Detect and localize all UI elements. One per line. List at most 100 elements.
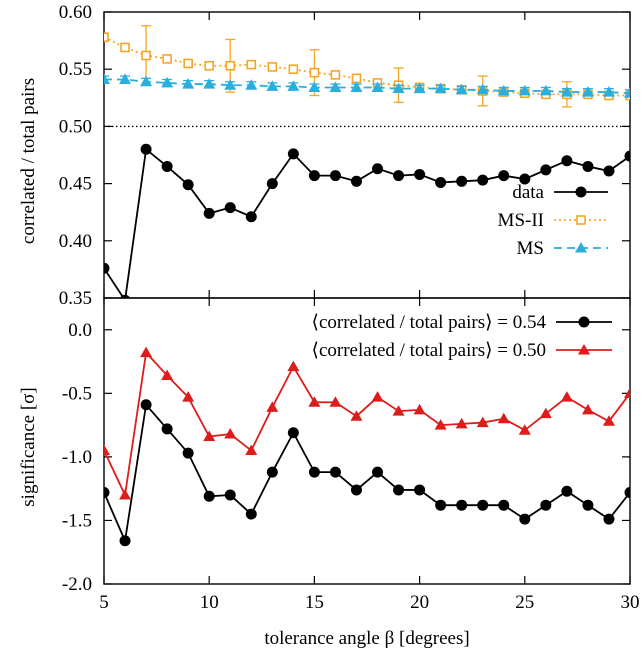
data-point xyxy=(287,360,300,372)
data-point xyxy=(582,160,594,172)
data-point xyxy=(287,80,300,91)
legend-marker xyxy=(575,242,587,253)
data-point xyxy=(104,262,110,274)
series-line xyxy=(104,147,630,298)
series-1 xyxy=(104,346,630,500)
plot-area xyxy=(104,25,630,298)
series-line xyxy=(104,350,630,499)
data-point xyxy=(497,412,510,424)
data-point xyxy=(624,387,630,398)
data-point xyxy=(204,60,214,71)
data-point xyxy=(624,150,630,162)
data-point xyxy=(392,405,405,416)
data-point xyxy=(329,396,342,407)
data-point xyxy=(141,50,151,61)
data-point xyxy=(245,79,258,90)
data-point xyxy=(413,403,426,415)
data-point xyxy=(245,211,257,223)
data-point xyxy=(203,207,215,219)
data-point xyxy=(104,486,110,498)
data-point xyxy=(224,202,236,214)
data-point xyxy=(602,86,615,97)
data-point xyxy=(288,64,299,74)
data-point xyxy=(245,508,257,520)
data-point xyxy=(119,535,131,547)
data-point xyxy=(602,415,615,426)
data-point xyxy=(455,83,468,95)
data-point xyxy=(455,417,468,429)
x-tick-label: 5 xyxy=(99,592,109,613)
data-point xyxy=(119,489,132,500)
y-tick-label: 0.45 xyxy=(59,174,92,195)
data-point xyxy=(477,499,489,511)
data-point xyxy=(140,399,152,411)
data-point xyxy=(518,84,531,96)
y-tick-label: 0.35 xyxy=(59,288,92,309)
data-point xyxy=(434,419,447,430)
x-tick-label: 25 xyxy=(515,592,534,613)
data-point xyxy=(413,82,426,94)
data-point xyxy=(104,32,109,42)
legend-label: MS-II xyxy=(498,210,544,231)
data-point xyxy=(582,499,594,511)
data-point xyxy=(203,490,215,502)
bottom-panel: -2.0 -1.5 -1.0 -0.5 0.0 5 10 15 20 25 30 significan… xyxy=(18,297,640,613)
data-point xyxy=(350,484,362,496)
data-point xyxy=(267,62,278,72)
data-point xyxy=(266,401,279,412)
data-point xyxy=(518,424,531,435)
x-axis-label: tolerance angle β [degrees] xyxy=(264,628,469,649)
data-point xyxy=(539,407,552,419)
y-tick-label: -1.0 xyxy=(62,447,92,468)
data-point xyxy=(182,391,195,402)
data-point xyxy=(161,76,174,88)
legend-label: ⟨correlated / total pairs⟩ = 0.54 xyxy=(312,312,547,333)
data-point xyxy=(183,58,193,69)
data-point xyxy=(350,175,362,187)
y-tick-label: -2.0 xyxy=(62,574,92,595)
data-point xyxy=(372,466,384,478)
data-point xyxy=(393,170,405,182)
data-point xyxy=(245,444,258,456)
data-point xyxy=(350,81,363,93)
data-point xyxy=(329,466,341,478)
top-panel: 0.35 0.40 0.45 0.50 0.55 0.60 correlated / tot… xyxy=(18,2,631,309)
data-point xyxy=(104,73,110,84)
y-tick-label: 0.60 xyxy=(59,2,92,23)
data-point xyxy=(308,466,320,478)
series-0 xyxy=(104,143,630,298)
data-point xyxy=(498,170,510,182)
data-point xyxy=(624,87,630,98)
data-point xyxy=(182,447,194,459)
data-point xyxy=(540,164,552,176)
data-point xyxy=(498,499,510,511)
data-point xyxy=(225,60,236,71)
data-point xyxy=(456,175,468,187)
y-tick-label: 0.50 xyxy=(59,116,92,137)
data-point xyxy=(308,81,321,93)
y-axis-label: significance [σ] xyxy=(18,387,39,506)
legend-label: MS xyxy=(517,238,544,259)
y-tick-label: 0.40 xyxy=(59,231,92,252)
data-point xyxy=(603,165,615,177)
y-tick-label: -1.5 xyxy=(62,510,92,531)
data-point xyxy=(414,168,426,180)
data-point xyxy=(519,173,531,185)
x-tick-label: 30 xyxy=(621,592,640,613)
data-point xyxy=(330,70,341,80)
data-point xyxy=(119,73,132,84)
data-point xyxy=(287,427,299,439)
series-0 xyxy=(104,399,630,547)
data-point xyxy=(120,42,130,53)
series-line xyxy=(104,402,630,544)
data-point xyxy=(224,428,237,439)
data-point xyxy=(309,67,320,78)
data-point xyxy=(329,170,341,182)
legend-marker xyxy=(575,186,587,198)
legend: data MS-II MS xyxy=(498,182,608,259)
x-tick-label: 10 xyxy=(200,592,219,613)
data-point xyxy=(266,80,279,91)
data-point xyxy=(162,54,172,64)
data-point xyxy=(371,81,384,93)
